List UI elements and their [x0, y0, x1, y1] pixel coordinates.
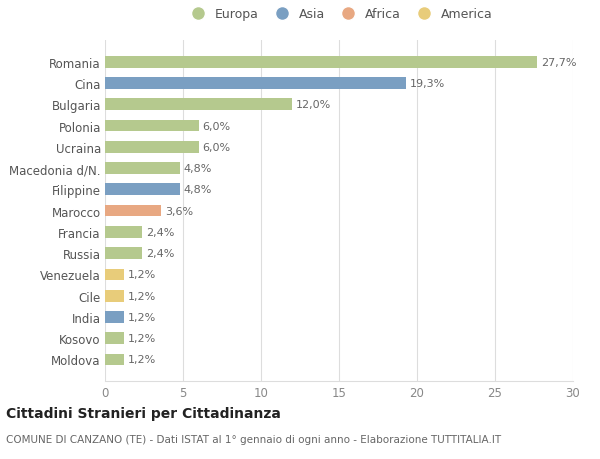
Text: 3,6%: 3,6% [165, 206, 193, 216]
Bar [105, 163, 180, 174]
Text: COMUNE DI CANZANO (TE) - Dati ISTAT al 1° gennaio di ogni anno - Elaborazione TU: COMUNE DI CANZANO (TE) - Dati ISTAT al 1… [6, 434, 501, 444]
Bar [105, 311, 124, 323]
Text: 6,0%: 6,0% [203, 121, 230, 131]
Bar [105, 290, 124, 302]
Text: 27,7%: 27,7% [541, 57, 577, 67]
Bar [105, 227, 142, 238]
Bar [105, 248, 142, 259]
Text: 1,2%: 1,2% [128, 291, 156, 301]
Bar [105, 120, 199, 132]
Text: 4,8%: 4,8% [184, 164, 212, 174]
Bar [105, 57, 537, 68]
Text: 6,0%: 6,0% [203, 142, 230, 152]
Bar [105, 99, 292, 111]
Text: 19,3%: 19,3% [410, 79, 445, 89]
Text: 2,4%: 2,4% [146, 249, 175, 258]
Bar [105, 269, 124, 280]
Bar [105, 184, 180, 196]
Text: 2,4%: 2,4% [146, 227, 175, 237]
Text: 1,2%: 1,2% [128, 312, 156, 322]
Text: 1,2%: 1,2% [128, 355, 156, 365]
Bar [105, 78, 406, 90]
Bar [105, 333, 124, 344]
Legend: Europa, Asia, Africa, America: Europa, Asia, Africa, America [180, 3, 498, 26]
Bar [105, 205, 161, 217]
Text: 12,0%: 12,0% [296, 100, 331, 110]
Text: 1,2%: 1,2% [128, 270, 156, 280]
Text: 1,2%: 1,2% [128, 334, 156, 343]
Bar [105, 354, 124, 365]
Bar [105, 142, 199, 153]
Text: Cittadini Stranieri per Cittadinanza: Cittadini Stranieri per Cittadinanza [6, 406, 281, 420]
Text: 4,8%: 4,8% [184, 185, 212, 195]
